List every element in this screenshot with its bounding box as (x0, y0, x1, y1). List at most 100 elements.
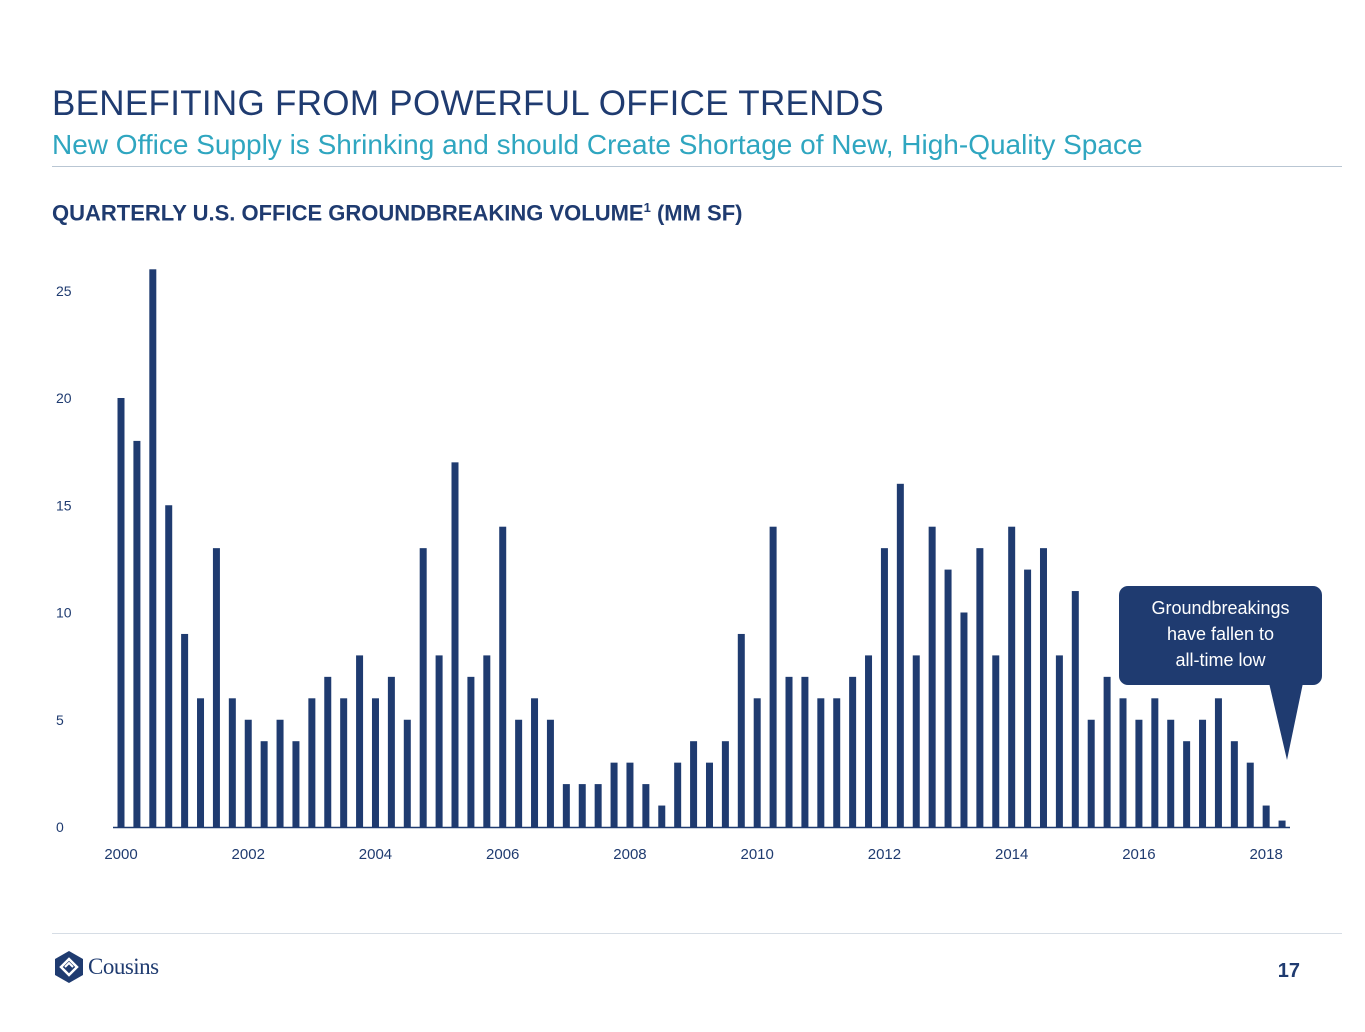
bar (117, 398, 125, 827)
bar (705, 762, 713, 827)
y-tick-label: 20 (56, 390, 72, 406)
bar (515, 719, 523, 827)
bar (658, 805, 666, 827)
bar (928, 526, 936, 827)
cousins-logo-text: Cousins (88, 954, 159, 979)
bar (674, 762, 682, 827)
x-tick-label: 2010 (741, 846, 774, 863)
bar (1278, 820, 1286, 827)
bar (197, 698, 205, 827)
bar (1024, 569, 1032, 827)
bar (1199, 719, 1207, 827)
bar (578, 784, 586, 827)
bar (149, 269, 157, 827)
bar (419, 548, 427, 827)
bar (499, 526, 507, 827)
y-tick-label: 25 (56, 283, 72, 299)
x-tick-label: 2018 (1249, 846, 1282, 863)
bar (833, 698, 841, 827)
bar (1183, 741, 1191, 827)
bar (801, 676, 809, 827)
chart-heading-footnote: 1 (643, 200, 651, 215)
bar (435, 655, 443, 827)
bar (1151, 698, 1159, 827)
cousins-logo: Cousins (52, 950, 159, 984)
bar (531, 698, 539, 827)
bar (1135, 719, 1143, 827)
x-tick-label: 2012 (868, 846, 901, 863)
bar (865, 655, 873, 827)
cousins-logo-icon (55, 951, 83, 983)
page-subtitle: New Office Supply is Shrinking and shoul… (52, 129, 1143, 160)
bar (1071, 591, 1079, 827)
bar (356, 655, 364, 827)
bar (1055, 655, 1063, 827)
bar (849, 676, 857, 827)
bar (690, 741, 698, 827)
x-tick-label: 2014 (995, 846, 1028, 863)
bar (976, 548, 984, 827)
bar (244, 719, 252, 827)
x-tick-label: 2002 (232, 846, 265, 863)
bar (403, 719, 411, 827)
bar (1262, 805, 1270, 827)
bar (467, 676, 475, 827)
x-tick-label: 2016 (1122, 846, 1155, 863)
x-tick-label: 2000 (104, 846, 137, 863)
bar (387, 676, 395, 827)
bar (371, 698, 379, 827)
bar (610, 762, 618, 827)
x-tick-label: 2006 (486, 846, 519, 863)
bar (912, 655, 920, 827)
bar (308, 698, 316, 827)
callout-box: Groundbreakings have fallen to all-time … (1119, 586, 1322, 685)
y-tick-label: 15 (56, 497, 72, 513)
y-tick-label: 0 (56, 819, 64, 835)
bar (228, 698, 236, 827)
bar (133, 440, 141, 827)
chart-heading-units: (MM SF) (650, 200, 743, 226)
bar (785, 676, 793, 827)
bar (1008, 526, 1016, 827)
bar (562, 784, 570, 827)
bar (1230, 741, 1238, 827)
bar (1119, 698, 1127, 827)
bar (165, 505, 173, 827)
bar (546, 719, 554, 827)
bar (721, 741, 729, 827)
page-title: BENEFITING FROM POWERFUL OFFICE TRENDS (52, 84, 884, 123)
bar (212, 548, 220, 827)
bar (992, 655, 1000, 827)
bar (960, 612, 968, 827)
bar (292, 741, 300, 827)
bar (896, 483, 904, 827)
page-number: 17 (1277, 960, 1300, 982)
bar (483, 655, 491, 827)
bar (594, 784, 602, 827)
bar (324, 676, 332, 827)
y-tick-label: 5 (56, 712, 64, 728)
bar (1103, 676, 1111, 827)
bar (626, 762, 634, 827)
bar (880, 548, 888, 827)
callout-line-3: all-time low (1175, 650, 1266, 670)
bar (817, 698, 825, 827)
bar (181, 633, 189, 827)
bar (451, 462, 459, 827)
bar (753, 698, 761, 827)
bar (276, 719, 284, 827)
y-tick-label: 10 (56, 605, 72, 621)
bar (944, 569, 952, 827)
bar (737, 633, 745, 827)
x-tick-label: 2008 (613, 846, 646, 863)
footer-divider (52, 933, 1342, 934)
bar (1246, 762, 1254, 827)
bar (1039, 548, 1047, 827)
bar (1087, 719, 1095, 827)
bar (1167, 719, 1175, 827)
bar (1214, 698, 1222, 827)
header-divider (52, 166, 1342, 167)
bar (260, 741, 268, 827)
callout-line-2: have fallen to (1166, 624, 1275, 644)
bar (769, 526, 777, 827)
